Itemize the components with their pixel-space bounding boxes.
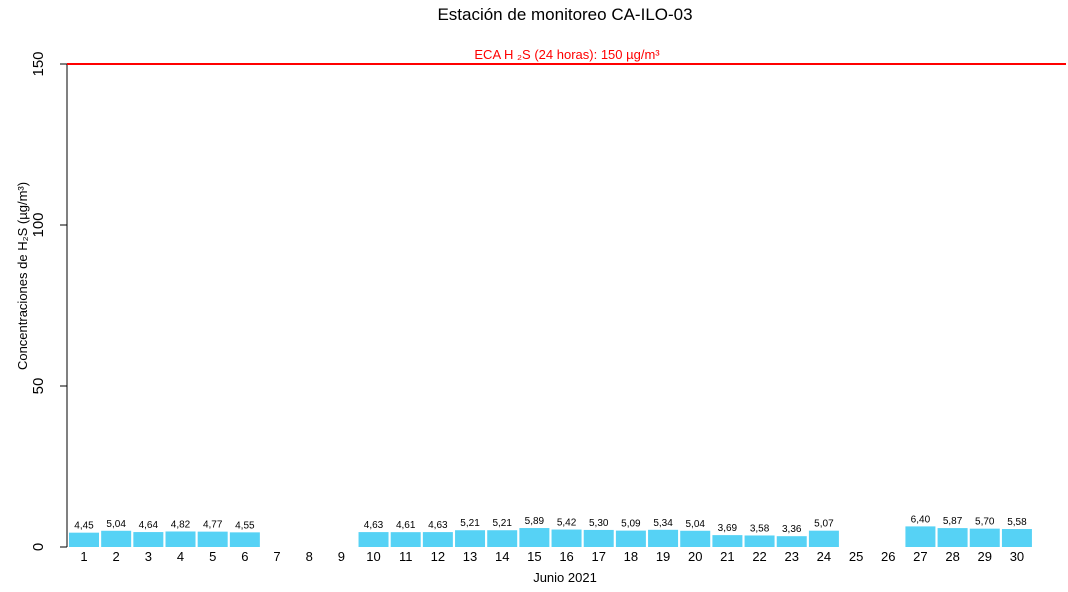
x-tick-label: 17 — [591, 549, 605, 564]
x-tick-label: 26 — [881, 549, 895, 564]
bar — [358, 532, 389, 547]
reference-line-label: ECA H ₂S (24 horas): 150 µg/m³ — [474, 47, 660, 62]
x-tick-label: 29 — [978, 549, 992, 564]
chart-title: Estación de monitoreo CA-ILO-03 — [437, 5, 692, 24]
x-tick-label: 14 — [495, 549, 509, 564]
y-tick-label: 50 — [30, 378, 47, 395]
x-tick-label: 20 — [688, 549, 702, 564]
bar — [969, 528, 1000, 547]
value-labels: 4,45 5,04 4,64 4,82 4,77 4,55 4,63 4,61 4,63 5,21… — [74, 514, 1027, 535]
bar-value-label: 4,45 — [74, 521, 94, 532]
bar — [808, 530, 839, 547]
x-tick-label: 4 — [177, 549, 184, 564]
x-tick-label: 27 — [913, 549, 927, 564]
x-tick-label: 22 — [752, 549, 766, 564]
bar-value-label: 5,87 — [943, 516, 963, 527]
bar-value-label: 5,04 — [106, 519, 126, 530]
y-axis-label: Concentraciones de H₂S (µg/m³) — [15, 182, 30, 370]
x-tick-label: 18 — [624, 549, 638, 564]
x-tick-label: 3 — [145, 549, 152, 564]
bar-value-label: 4,55 — [235, 520, 255, 531]
bar-value-label: 3,36 — [782, 524, 802, 535]
x-tick-label: 9 — [338, 549, 345, 564]
bar — [615, 530, 646, 547]
x-tick-label: 28 — [945, 549, 959, 564]
y-ticks: 0 50 100 150 — [30, 51, 67, 551]
bar — [519, 528, 550, 547]
bar-value-label: 4,82 — [171, 519, 191, 530]
x-tick-label: 11 — [399, 549, 413, 564]
bar — [905, 526, 936, 547]
bar — [1001, 529, 1032, 547]
bar-value-label: 4,63 — [428, 520, 448, 531]
y-tick-label: 150 — [30, 51, 47, 76]
bar — [422, 532, 453, 547]
bar-value-label: 5,09 — [621, 519, 641, 530]
bar-value-label: 5,34 — [653, 518, 673, 529]
x-tick-label: 15 — [527, 549, 541, 564]
bar — [776, 536, 807, 547]
x-tick-label: 19 — [656, 549, 670, 564]
x-tick-label: 6 — [241, 549, 248, 564]
bar-value-label: 3,69 — [718, 523, 738, 534]
x-tick-labels: 1 2 3 4 5 6 7 8 9 10 11 12 13 14 15 16 17 18 19 20 21 22 23 24 2… — [80, 549, 1024, 564]
bar-value-label: 4,64 — [139, 520, 159, 531]
bars — [69, 526, 1032, 547]
y-tick-label: 100 — [30, 212, 47, 237]
bar-value-label: 5,89 — [525, 516, 545, 527]
bar-value-label: 5,21 — [460, 518, 480, 529]
bar-value-label: 6,40 — [911, 514, 931, 525]
bar — [197, 531, 228, 547]
bar-value-label: 3,58 — [750, 523, 770, 534]
bar — [101, 530, 132, 547]
x-tick-label: 21 — [720, 549, 734, 564]
bar — [390, 532, 421, 547]
x-tick-label: 13 — [463, 549, 477, 564]
bar-value-label: 4,63 — [364, 520, 384, 531]
bar-value-label: 5,70 — [975, 517, 995, 528]
x-tick-label: 12 — [431, 549, 445, 564]
bar-value-label: 5,30 — [589, 518, 609, 529]
x-tick-label: 2 — [113, 549, 120, 564]
x-tick-label: 10 — [366, 549, 380, 564]
bar-value-label: 4,77 — [203, 520, 223, 531]
bar — [648, 529, 679, 547]
bar — [551, 529, 582, 547]
x-axis-label: Junio 2021 — [533, 570, 597, 585]
y-tick-label: 0 — [30, 543, 47, 551]
bar — [165, 531, 196, 547]
bar — [583, 529, 614, 547]
bar — [69, 532, 99, 547]
x-tick-label: 7 — [273, 549, 280, 564]
bar-value-label: 5,58 — [1007, 517, 1027, 528]
x-tick-label: 24 — [817, 549, 831, 564]
x-tick-label: 30 — [1010, 549, 1024, 564]
bar-value-label: 5,42 — [557, 518, 577, 529]
bar — [487, 530, 518, 547]
bar-value-label: 5,21 — [492, 518, 512, 529]
bar — [712, 535, 743, 547]
x-tick-label: 5 — [209, 549, 216, 564]
bar — [133, 532, 164, 547]
x-tick-label: 16 — [559, 549, 573, 564]
bar — [680, 530, 711, 547]
bar — [937, 528, 968, 547]
x-tick-label: 25 — [849, 549, 863, 564]
bar — [229, 532, 260, 547]
bar — [744, 535, 775, 547]
x-tick-label: 8 — [306, 549, 313, 564]
x-tick-label: 23 — [785, 549, 799, 564]
x-tick-label: 1 — [80, 549, 87, 564]
bar-value-label: 4,61 — [396, 520, 416, 531]
bar — [455, 530, 486, 547]
bar-value-label: 5,07 — [814, 519, 834, 530]
bar-value-label: 5,04 — [685, 519, 705, 530]
